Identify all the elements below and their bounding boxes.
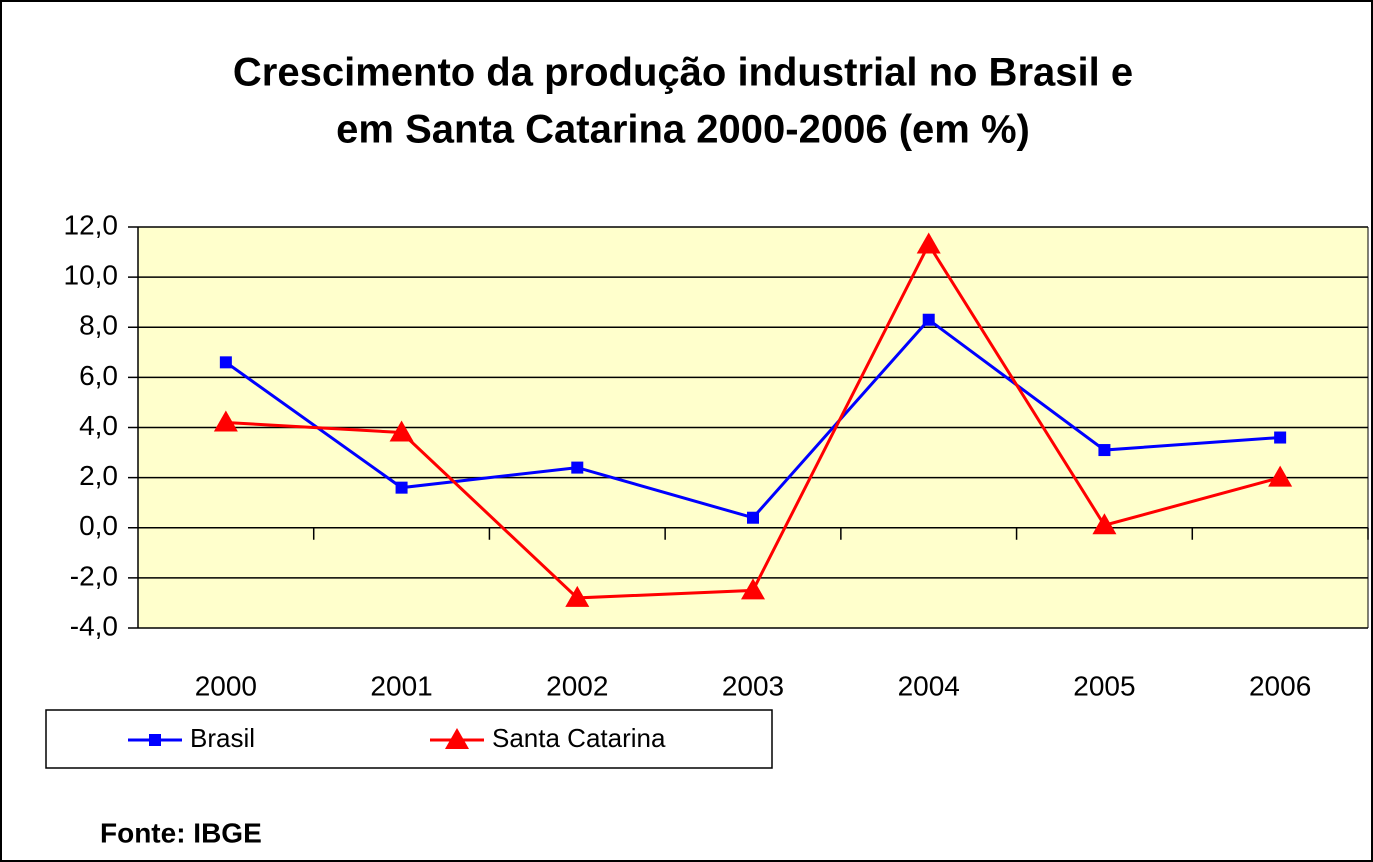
chart-title: Crescimento da produção industrial no Br…: [233, 51, 1133, 95]
marker: [916, 232, 941, 254]
y-tick-label: 10,0: [64, 260, 119, 291]
y-tick-label: 6,0: [79, 360, 118, 391]
marker: [1274, 431, 1287, 444]
x-tick-label: 2002: [546, 670, 608, 701]
y-tick-label: 8,0: [79, 310, 118, 341]
marker: [219, 356, 232, 369]
marker: [747, 511, 759, 524]
y-tick-label: 2,0: [79, 460, 118, 491]
marker: [1092, 513, 1117, 535]
x-tick-label: 2004: [898, 670, 960, 701]
chart-title: em Santa Catarina 2000-2006 (em %): [336, 108, 1030, 152]
legend-label: Santa Catarina: [492, 723, 666, 753]
y-tick-label: 4,0: [79, 410, 118, 441]
y-tick-label: -4,0: [70, 610, 118, 641]
x-tick-label: 2000: [195, 670, 257, 701]
x-tick-label: 2005: [1073, 670, 1135, 701]
y-tick-label: 0,0: [79, 510, 118, 541]
x-tick-label: 2001: [370, 670, 432, 701]
marker: [565, 585, 590, 607]
marker: [1098, 444, 1111, 457]
y-tick-label: -2,0: [70, 560, 118, 591]
legend-marker: [445, 728, 469, 749]
y-tick-label: 12,0: [64, 209, 119, 240]
marker: [395, 481, 408, 494]
source-note: Fonte: IBGE: [100, 817, 262, 848]
marker: [571, 461, 584, 474]
marker: [213, 410, 238, 432]
x-tick-label: 2006: [1249, 670, 1311, 701]
legend-marker: [149, 734, 161, 746]
marker: [922, 313, 935, 326]
marker: [389, 420, 414, 442]
marker: [1268, 465, 1293, 487]
x-tick-label: 2003: [722, 670, 784, 701]
marker: [741, 578, 765, 600]
legend-label: Brasil: [190, 723, 255, 753]
